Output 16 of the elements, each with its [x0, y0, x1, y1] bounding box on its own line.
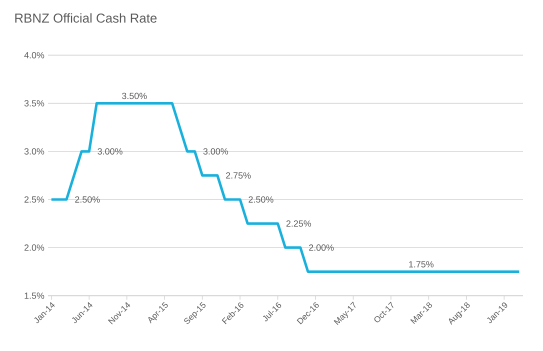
data-label: 3.50%: [122, 92, 147, 100]
y-tick-label: 2.5%: [24, 196, 44, 203]
data-label: 2.50%: [75, 196, 100, 203]
y-tick-label: 2.0%: [24, 244, 44, 251]
data-label: 3.00%: [98, 148, 122, 155]
data-label: 2.75%: [226, 172, 251, 179]
y-tick-label: 4.0%: [24, 52, 44, 58]
y-tick-label: 3.5%: [24, 100, 44, 106]
chart-title: RBNZ Official Cash Rate: [15, 13, 157, 23]
y-tick-label: 3.0%: [24, 148, 44, 155]
data-label: 3.00%: [203, 148, 228, 155]
data-label: 2.00%: [309, 244, 334, 251]
data-label: 2.25%: [286, 220, 312, 227]
y-tick-label: 1.5%: [24, 292, 44, 299]
data-label: 1.75%: [409, 261, 434, 268]
data-label: 2.50%: [248, 196, 274, 203]
